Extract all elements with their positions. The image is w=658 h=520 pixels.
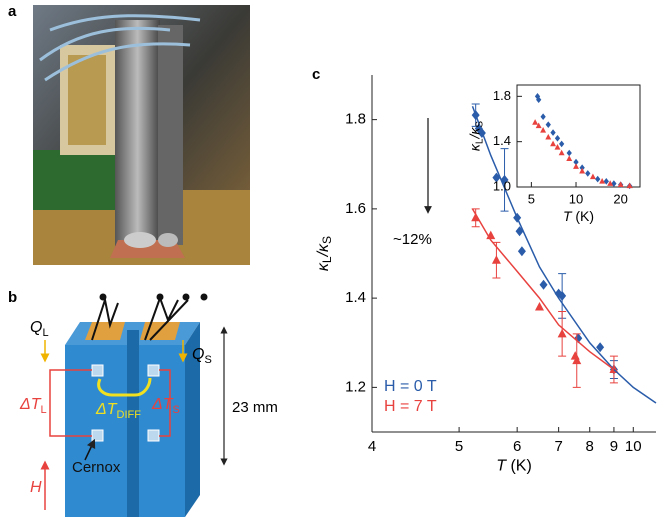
panel-label: c — [312, 66, 320, 83]
y-label-part: κ — [315, 262, 332, 271]
data-point — [579, 164, 585, 172]
data-point — [540, 127, 547, 133]
y-label-part: S — [320, 236, 334, 244]
data-point — [559, 140, 565, 148]
x-axis-label: T (K) — [496, 458, 532, 475]
y-label-part: /κ — [466, 127, 482, 140]
data-point — [558, 290, 567, 301]
y-tick-label: 1.8 — [493, 88, 511, 103]
y-tick-label: 1.8 — [345, 111, 366, 128]
x-tick-label: 10 — [569, 191, 583, 206]
inset-frame — [516, 84, 641, 188]
x-tick-label: 5 — [528, 191, 535, 206]
data-point — [585, 170, 591, 177]
x-tick-label: 20 — [613, 191, 627, 206]
data-point — [536, 96, 542, 104]
data-point — [517, 246, 526, 257]
data-point — [579, 167, 586, 174]
fit-curve — [471, 208, 615, 371]
legend-entry: H = 7 T — [384, 398, 437, 415]
data-point — [557, 328, 567, 338]
data-point — [573, 163, 579, 169]
x-label-part: T — [496, 458, 507, 475]
y-tick-label: 1.4 — [345, 289, 366, 306]
data-point — [596, 342, 605, 353]
data-point — [545, 121, 551, 128]
x-label-part: T — [563, 208, 573, 224]
data-point — [603, 178, 609, 185]
data-point — [535, 122, 542, 129]
x-tick-label: 5 — [455, 438, 463, 455]
y-tick-label: 1.0 — [493, 178, 511, 193]
fit-curve — [471, 105, 657, 404]
panel-label: b — [8, 289, 17, 306]
data-point — [550, 129, 556, 136]
y-tick-label: 1.2 — [345, 378, 366, 395]
x-label-part: (K) — [506, 458, 532, 475]
x-axis-label: T (K) — [563, 208, 594, 224]
y-label-part: κ — [466, 143, 482, 151]
data-point — [573, 158, 579, 166]
temp-label: ΔTDIFF — [95, 401, 141, 421]
heat-label: QS — [192, 346, 212, 366]
field-label: H — [30, 479, 42, 496]
data-point — [558, 149, 565, 156]
data-point — [595, 175, 601, 183]
heat-label: QL — [30, 319, 49, 339]
y-axis-label: κL/κS — [466, 121, 485, 151]
y-tick-label: 1.6 — [345, 200, 366, 217]
y-tick-label: 1.4 — [493, 133, 511, 148]
x-tick-label: 8 — [586, 438, 594, 455]
photo — [33, 5, 250, 265]
x-tick-label: 6 — [513, 438, 521, 455]
y-label-part: /κ — [315, 243, 332, 257]
data-point — [626, 182, 633, 189]
annotation: ~12% — [393, 231, 432, 248]
x-tick-label: 9 — [610, 438, 618, 455]
data-point — [566, 149, 572, 157]
data-point — [572, 355, 582, 365]
data-point — [607, 180, 614, 186]
data-point — [550, 140, 557, 147]
data-point — [539, 279, 548, 290]
plot-area — [532, 93, 633, 190]
data-point — [491, 255, 501, 264]
data-point — [570, 351, 580, 360]
y-label-part: S — [474, 121, 485, 128]
x-tick-label: 7 — [554, 438, 562, 455]
data-point — [554, 144, 561, 150]
height-label: 23 mm — [232, 399, 278, 416]
y-label-part: L — [320, 256, 334, 263]
data-point — [532, 119, 539, 125]
data-point — [599, 178, 606, 184]
legend-entry: H = 0 T — [384, 378, 437, 395]
data-point — [534, 302, 544, 311]
sensor-label: Cernox — [72, 459, 121, 476]
data-point — [545, 133, 552, 140]
temp-label: ΔTS — [151, 396, 180, 416]
panel-label: a — [8, 3, 17, 20]
data-point — [540, 113, 546, 121]
data-point — [566, 155, 573, 161]
plot-area — [471, 103, 657, 404]
data-point — [589, 173, 596, 180]
data-point — [617, 181, 624, 188]
x-tick-label: 4 — [368, 438, 376, 455]
data-point — [554, 134, 561, 142]
x-tick-label: 10 — [625, 438, 642, 455]
temp-label: ΔTL — [19, 396, 47, 416]
schematic — [40, 293, 228, 517]
y-label-part: L — [474, 138, 485, 144]
x-label-part: (K) — [572, 208, 595, 224]
y-axis-label: κL/κS — [315, 236, 334, 271]
